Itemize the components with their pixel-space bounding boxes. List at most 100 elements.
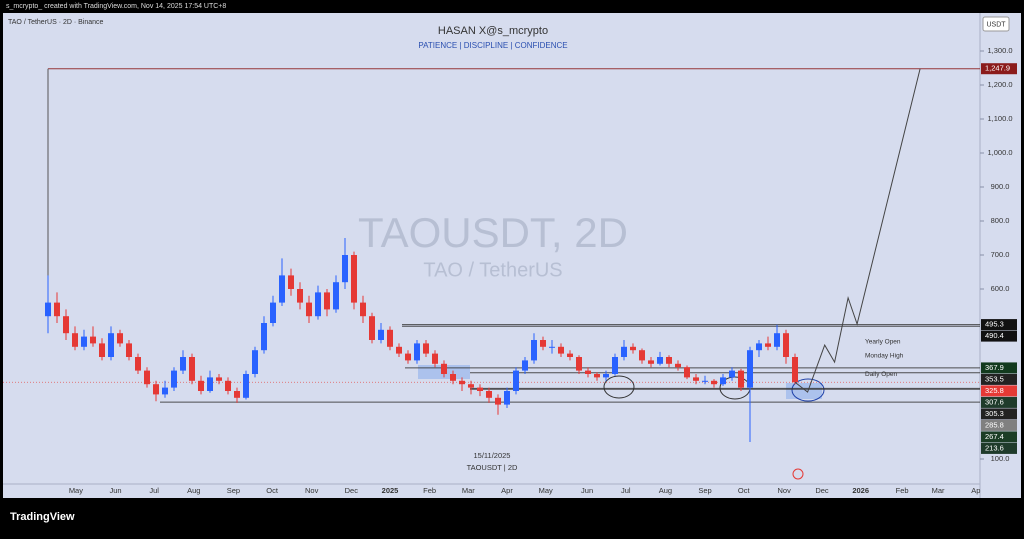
candle-body <box>90 336 96 344</box>
candle-body <box>576 357 582 371</box>
candle-body <box>360 302 366 317</box>
x-tick-label: Jul <box>149 486 159 495</box>
candle-body <box>81 336 87 347</box>
candle-body <box>180 357 186 371</box>
x-tick-label: Apr <box>501 486 513 495</box>
level-note: Monday High <box>865 353 904 360</box>
candle-body <box>162 387 168 395</box>
candle-body <box>171 370 177 388</box>
x-tick-label: Aug <box>187 486 200 495</box>
level-note: Daily Open <box>865 371 898 378</box>
zone <box>786 383 822 399</box>
y-tick-label: 1,200.0 <box>987 80 1012 89</box>
y-tick-label: 1,300.0 <box>987 46 1012 55</box>
candle-body <box>675 363 681 368</box>
candle-body <box>549 346 555 348</box>
candle-body <box>558 346 564 354</box>
symbol-info: TAO / TetherUS · 2D · Binance <box>8 19 104 26</box>
candle-body <box>720 377 726 385</box>
price-label-box <box>981 419 1017 431</box>
price-label-box <box>981 408 1017 420</box>
price-label: 305.3 <box>985 409 1004 418</box>
price-label: 285.8 <box>985 420 1004 429</box>
candle-body <box>216 377 222 381</box>
candle-body <box>234 391 240 398</box>
event-icon <box>792 468 804 480</box>
candle-body <box>459 380 465 385</box>
candle-body <box>270 302 276 323</box>
y-tick-label: 900.0 <box>991 182 1010 191</box>
candle-body <box>207 377 213 391</box>
candle-body <box>252 350 258 374</box>
price-label-box <box>981 431 1017 443</box>
x-tick-label: 2025 <box>382 486 399 495</box>
price-label: 267.4 <box>985 432 1004 441</box>
candle-body <box>351 255 357 303</box>
candle-body <box>72 333 78 347</box>
candle-body <box>774 333 780 347</box>
candle-body <box>306 302 312 317</box>
candle-body <box>261 323 267 351</box>
chart-title: HASAN X@s_mcrypto <box>438 25 548 37</box>
candle-body <box>423 343 429 354</box>
candle-body <box>711 380 717 385</box>
candle-body <box>504 391 510 405</box>
candle-body <box>684 367 690 378</box>
candle-body <box>522 360 528 371</box>
candle-body <box>477 387 483 391</box>
candle-body <box>369 316 375 340</box>
currency-box <box>982 16 1010 32</box>
x-tick-label: Jul <box>621 486 631 495</box>
price-label-box <box>981 385 1017 397</box>
highlight-ellipse <box>603 375 635 399</box>
price-label-box <box>981 373 1017 385</box>
x-tick-label: Feb <box>896 486 909 495</box>
watermark-sub: TAO / TetherUS <box>423 259 562 281</box>
price-label-box <box>981 442 1017 454</box>
candle-body <box>315 292 321 317</box>
candle-body <box>693 377 699 381</box>
price-label: 307.6 <box>985 397 1004 406</box>
price-label-box <box>981 396 1017 408</box>
candle-body <box>657 357 663 364</box>
watermark: TAOUSDT, 2D <box>358 209 628 256</box>
candle-body <box>612 357 618 374</box>
candle-body <box>585 370 591 374</box>
candle-body <box>783 333 789 357</box>
price-label: 367.9 <box>985 363 1004 372</box>
candle-body <box>243 374 249 398</box>
candle-body <box>333 282 339 310</box>
candle-body <box>288 275 294 289</box>
candle-body <box>666 357 672 364</box>
price-label-box <box>981 362 1017 374</box>
candle-body <box>702 380 708 382</box>
candle-body <box>468 384 474 388</box>
footer-logo: TradingView <box>10 511 75 523</box>
candle-body <box>108 333 114 357</box>
symbol-note: TAOUSDT | 2D <box>467 463 518 472</box>
candle-body <box>153 384 159 395</box>
x-tick-label: Sep <box>698 486 711 495</box>
y-tick-label: 100.0 <box>991 454 1010 463</box>
candle-body <box>630 346 636 351</box>
y-tick-label: 600.0 <box>991 284 1010 293</box>
candle-body <box>450 374 456 381</box>
y-tick-label: 1,000.0 <box>987 148 1012 157</box>
candle-body <box>54 302 60 317</box>
candle-body <box>279 275 285 303</box>
candle-body <box>342 255 348 283</box>
candle-body <box>441 363 447 374</box>
candle-body <box>495 397 501 405</box>
x-tick-label: 2026 <box>852 486 869 495</box>
x-tick-label: Feb <box>423 486 436 495</box>
candle-body <box>63 316 69 334</box>
candle-body <box>387 329 393 347</box>
credit: s_mcrypto_ created with TradingView.com,… <box>6 3 226 10</box>
x-tick-label: Jun <box>581 486 593 495</box>
y-tick-label: 800.0 <box>991 216 1010 225</box>
price-label: 353.5 <box>985 374 1004 383</box>
x-tick-label: Aug <box>659 486 672 495</box>
candle-body <box>639 350 645 361</box>
candle-body <box>567 353 573 357</box>
candle-body <box>225 380 231 391</box>
